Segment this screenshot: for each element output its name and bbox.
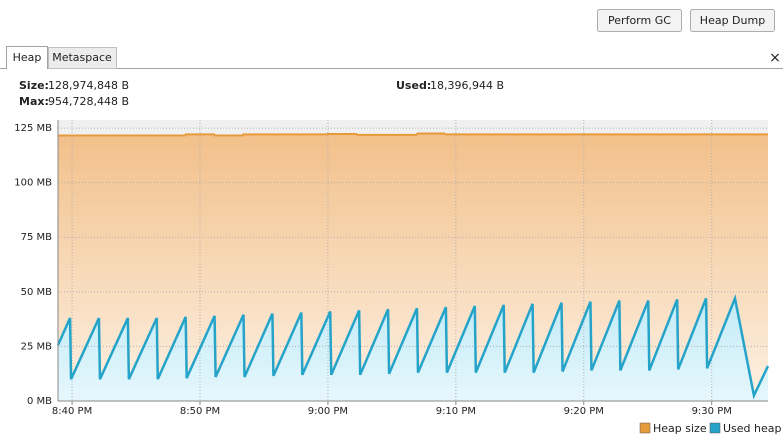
perform-gc-button[interactable]: Perform GC: [597, 9, 682, 32]
tab-label[interactable]: Heap: [13, 51, 42, 64]
legend-label: Heap size: [653, 422, 707, 435]
x-tick-label: 8:40 PM: [52, 406, 92, 417]
used-value: 18,396,944 B: [430, 79, 504, 92]
tab-label[interactable]: Metaspace: [52, 51, 112, 64]
legend-swatch: [639, 422, 651, 434]
y-tick-label: 25 MB: [21, 341, 53, 352]
plot: 0 MB 25 MB 50 MB 75 MB 100 MB 125 MB 8:40 PM 8:…: [14, 120, 782, 435]
max-value: 954,728,448 B: [48, 95, 129, 108]
y-tick-label: 125 MB: [14, 123, 52, 134]
x-tick-label: 9:30 PM: [692, 406, 732, 417]
x-tick-label: 8:50 PM: [180, 406, 220, 417]
x-tick-label: 9:00 PM: [308, 406, 348, 417]
line: [58, 132, 768, 137]
used-label: Used:: [396, 79, 431, 92]
x-tick-label: 9:10 PM: [436, 406, 476, 417]
size-value: 128,974,848 B: [48, 79, 129, 92]
heap-dump-button[interactable]: Heap Dump: [690, 9, 775, 32]
legend-label: Used heap: [723, 422, 782, 435]
legend-swatch: [709, 422, 721, 434]
size-label: Size:: [19, 79, 49, 92]
y-tick-label: 0 MB: [27, 396, 52, 407]
close-button[interactable]: ×: [769, 50, 781, 66]
heap-tab[interactable]: Heap: [6, 46, 48, 69]
legend-item: Used heap: [709, 422, 782, 435]
y-tick-label: 50 MB: [21, 287, 53, 298]
line: [56, 293, 770, 400]
button-label[interactable]: Perform GC: [608, 14, 671, 27]
y-tick-label: 100 MB: [14, 178, 52, 189]
x-tick-label: 9:20 PM: [564, 406, 604, 417]
metaspace-tab[interactable]: Metaspace: [48, 47, 117, 69]
y-tick-label: 75 MB: [21, 232, 53, 243]
max-label: Max:: [19, 95, 49, 108]
legend-item: Heap size: [639, 422, 707, 435]
button-label[interactable]: Heap Dump: [700, 14, 765, 27]
